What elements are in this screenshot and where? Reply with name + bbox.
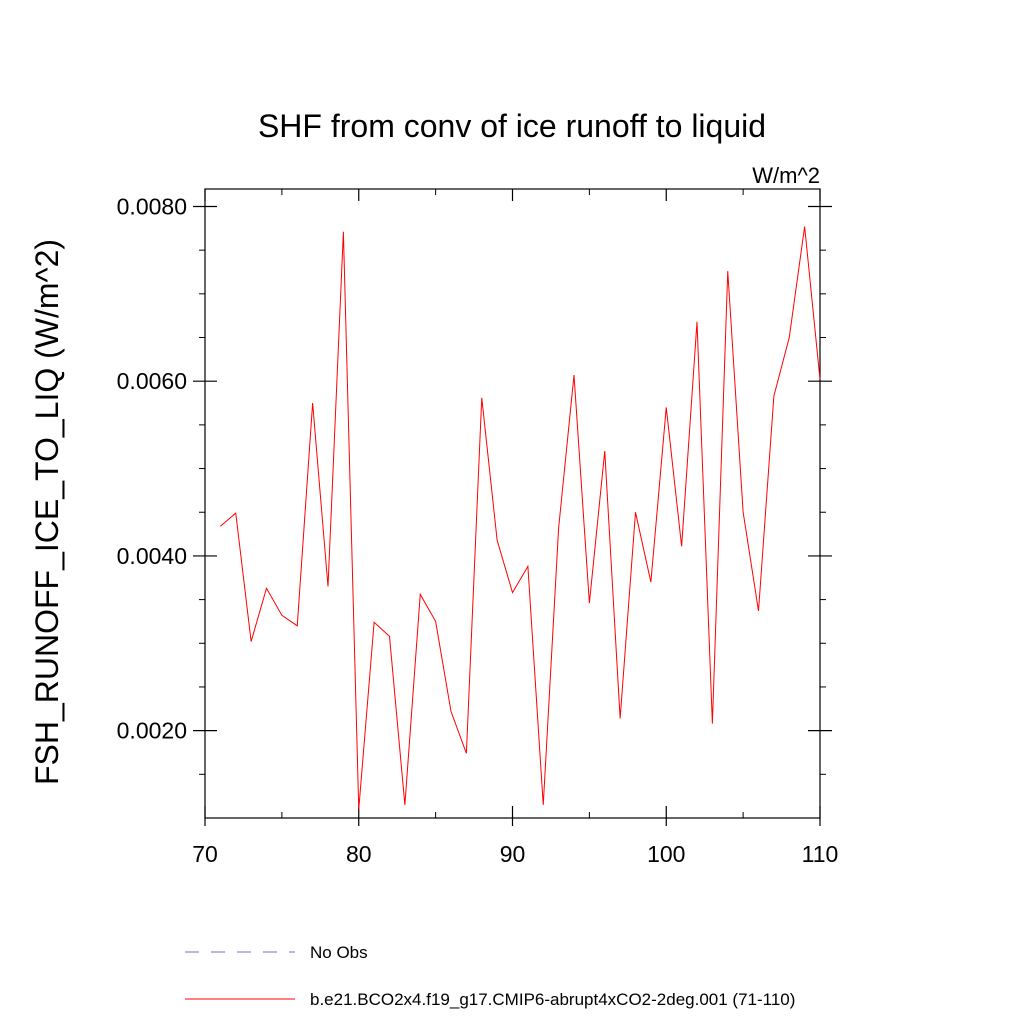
series-line <box>220 226 821 810</box>
y-tick-label: 0.0020 <box>117 718 187 744</box>
x-tick-label: 100 <box>647 841 685 867</box>
x-tick-label: 80 <box>346 841 372 867</box>
legend-label: No Obs <box>310 943 368 962</box>
axis-ticks <box>193 189 832 826</box>
axis-tick-labels: 70 80 90 100 110 0.0020 0.0040 0.0060 0.0080 <box>117 193 839 867</box>
chart-title: SHF from conv of ice runoff to liquid <box>258 108 766 144</box>
x-tick-label: 90 <box>500 841 526 867</box>
y-tick-label: 0.0040 <box>117 543 187 569</box>
y-tick-label: 0.0060 <box>117 368 187 394</box>
legend-label: b.e21.BCO2x4.f19_g17.CMIP6-abrupt4xCO2-2… <box>310 990 795 1009</box>
legend: No Obs b.e21.BCO2x4.f19_g17.CMIP6-abrupt4… <box>185 943 795 1009</box>
series-layer <box>220 226 821 810</box>
x-tick-label: 70 <box>192 841 218 867</box>
units-label: W/m^2 <box>752 163 820 188</box>
x-tick-label: 110 <box>802 841 839 867</box>
y-tick-label: 0.0080 <box>117 193 187 219</box>
y-axis-label: FSH_RUNOFF_ICE_TO_LIQ (W/m^2) <box>29 239 65 785</box>
